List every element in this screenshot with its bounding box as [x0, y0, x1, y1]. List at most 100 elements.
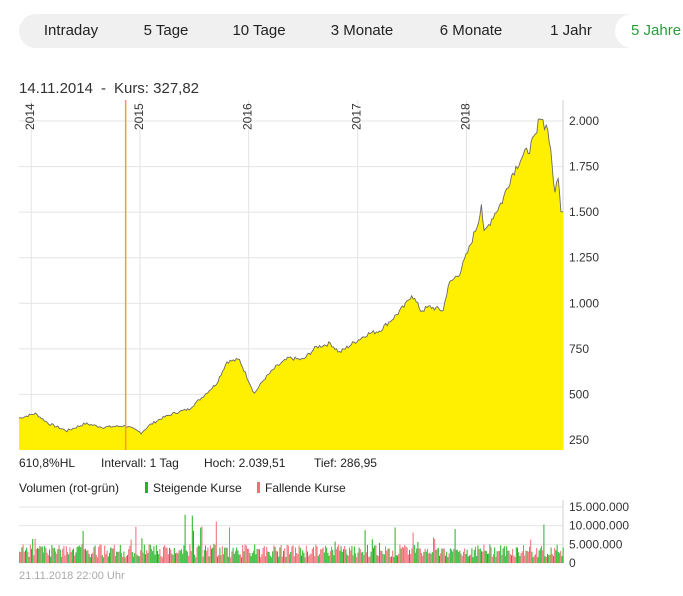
- volume-bar: [248, 548, 250, 563]
- tab-5-jahre[interactable]: 5 Jahre: [615, 14, 683, 48]
- volume-bar: [417, 542, 419, 563]
- volume-bar: [293, 556, 295, 563]
- volume-bar: [478, 549, 480, 563]
- volume-bar: [272, 551, 274, 563]
- volume-bar: [47, 555, 49, 563]
- volume-bar: [509, 554, 511, 563]
- volume-bar: [165, 547, 167, 563]
- volume-bar: [242, 545, 244, 563]
- volume-bar: [134, 553, 136, 563]
- volume-bar: [494, 547, 496, 563]
- volume-bar: [183, 545, 185, 563]
- volume-bar: [322, 547, 324, 563]
- volume-bar: [271, 557, 272, 563]
- volume-bar: [226, 547, 228, 563]
- tab-intraday[interactable]: Intraday: [43, 22, 99, 39]
- volume-bar: [451, 549, 452, 563]
- volume-bar: [235, 551, 236, 563]
- volume-bar: [146, 550, 148, 563]
- last-update-timestamp: 21.11.2018 22:00 Uhr: [19, 570, 125, 582]
- volume-bar: [94, 545, 96, 563]
- tab-10-tage[interactable]: 10 Tage: [232, 22, 286, 39]
- volume-bar: [265, 556, 266, 563]
- price-y-axis: 250 500 750 1.000 1.250 1.500 1.750 2.000: [569, 114, 599, 447]
- volume-bar: [128, 549, 130, 563]
- volume-bar: [514, 556, 516, 563]
- volume-bar: [303, 552, 305, 563]
- volume-bar: [543, 524, 545, 563]
- volume-bar: [407, 554, 409, 563]
- volume-bar: [411, 548, 413, 563]
- volume-bar: [307, 551, 308, 563]
- timeframe-tabbar: Intraday 5 Tage 10 Tage 3 Monate 6 Monat…: [19, 14, 683, 48]
- volume-bar: [75, 552, 77, 563]
- x-tick-label: 2015: [132, 103, 146, 130]
- volume-bar: [119, 544, 121, 563]
- volume-bar: [289, 554, 290, 563]
- volume-bar: [500, 545, 502, 563]
- volume-bar: [370, 551, 372, 563]
- volume-bar: [261, 554, 263, 563]
- volume-bar: [116, 551, 118, 563]
- volume-bar: [249, 553, 251, 563]
- volume-bar: [437, 548, 439, 563]
- tab-6-monate[interactable]: 6 Monate: [439, 22, 503, 39]
- price-x-axis: 2014 2015 2016 2017 2018: [23, 103, 472, 130]
- volume-bar: [406, 547, 408, 563]
- volume-bar: [104, 545, 106, 563]
- volume-bar: [81, 544, 83, 563]
- volume-bar: [73, 548, 74, 563]
- volume-bar: [320, 549, 322, 563]
- volume-bar: [313, 547, 314, 563]
- volume-bar: [333, 555, 335, 563]
- x-tick-label: 2018: [458, 103, 472, 130]
- volume-bar: [182, 553, 184, 563]
- volume-bar: [327, 552, 329, 563]
- tab-1-jahr[interactable]: 1 Jahr: [550, 22, 592, 39]
- tab-3-monate[interactable]: 3 Monate: [330, 22, 394, 39]
- volume-bar: [517, 547, 518, 563]
- volume-bar: [459, 550, 461, 563]
- volume-bar: [471, 548, 473, 563]
- volume-bar: [206, 550, 208, 563]
- volume-bar: [89, 557, 91, 563]
- volume-bar: [208, 556, 210, 563]
- volume-bar: [503, 546, 505, 563]
- volume-bar: [338, 544, 340, 563]
- volume-bar: [489, 544, 491, 563]
- volume-bar: [387, 548, 389, 563]
- volume-bar: [350, 550, 352, 563]
- volume-bar: [247, 548, 248, 563]
- volume-bar: [67, 552, 68, 563]
- volume-bar: [28, 556, 30, 563]
- volume-bar: [355, 553, 356, 563]
- volume-bar: [63, 545, 65, 563]
- volume-bar: [285, 556, 287, 563]
- volume-bars: [19, 514, 564, 563]
- tab-5-tage[interactable]: 5 Tage: [143, 22, 189, 39]
- volume-bar: [259, 549, 260, 563]
- volume-bar: [130, 539, 132, 563]
- volume-bar: [485, 551, 487, 563]
- volume-bar: [352, 555, 354, 563]
- volume-bar: [424, 548, 426, 563]
- volume-bar: [335, 549, 337, 563]
- volume-legend-title: Volumen (rot-grün): [19, 481, 120, 495]
- volume-bar: [173, 548, 175, 563]
- volume-bar: [323, 552, 325, 563]
- volume-bar: [488, 553, 490, 563]
- volume-bar: [98, 546, 100, 563]
- volume-bar: [278, 556, 280, 563]
- volume-bar: [541, 546, 542, 563]
- volume-bar: [491, 556, 493, 563]
- volume-bar: [455, 549, 457, 563]
- volume-bar: [223, 554, 224, 563]
- volume-bar: [326, 547, 328, 563]
- low-value: Tief: 286,95: [314, 456, 377, 470]
- volume-bar: [344, 545, 346, 563]
- volume-bar: [297, 554, 299, 563]
- volume-bar: [502, 548, 504, 563]
- volume-bar: [153, 546, 155, 563]
- volume-bar: [80, 547, 82, 563]
